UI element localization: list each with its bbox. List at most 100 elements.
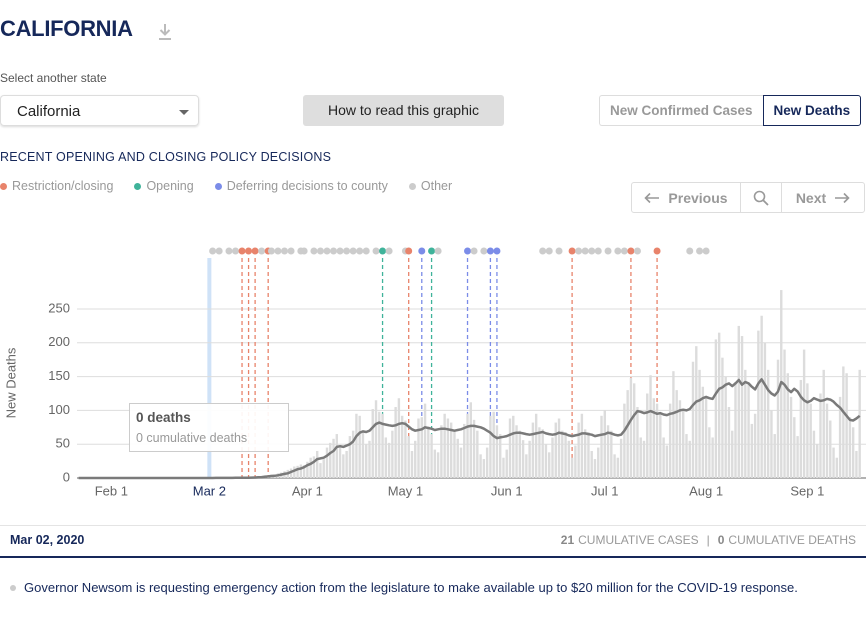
policy-dot [627,247,635,255]
bar [296,465,299,478]
y-tick-label: 150 [48,368,70,383]
policy-dot [696,247,704,255]
bar [466,413,469,478]
cumulative-stats: 21 CUMULATIVE CASES | 0 CUMULATIVE DEATHS [561,533,856,547]
bar [636,407,639,478]
policy-dot [274,247,282,255]
bar [632,383,636,478]
policy-dot [539,247,547,255]
bar [420,417,423,478]
bar [564,432,567,478]
bar [472,419,476,478]
bar [717,332,721,478]
bar [528,440,531,478]
policy-dot [316,247,324,255]
bar [430,434,433,478]
bar [309,457,312,478]
download-icon[interactable] [156,22,174,42]
bar [518,430,522,478]
bar [809,403,812,478]
y-tick-label: 200 [48,334,70,349]
policy-dot [379,247,387,255]
tooltip-title: 0 deaths [136,410,191,425]
bar [704,396,708,478]
policy-dot [245,247,253,255]
bar [574,445,577,478]
bar [322,459,325,478]
bar [838,396,842,478]
bar [387,442,391,478]
bar [848,417,852,478]
bar [414,440,417,478]
selected-band [207,258,212,478]
policy-dot [428,247,436,255]
bar [446,418,450,478]
arrow [644,192,660,203]
policy-dot [310,247,318,255]
bar [548,452,551,478]
policy-dot [356,247,364,255]
bar [793,417,796,478]
x-tick-label: Jun 1 [491,483,523,498]
bar [557,418,561,478]
bar [433,449,437,478]
bar [721,357,724,478]
bar [757,330,760,478]
bar [770,410,773,478]
bar [436,452,440,478]
metric-option-selected[interactable]: New Deaths [762,95,862,126]
y-tick-label: 0 [63,469,70,484]
policy-dot [620,247,628,255]
policy-dot [300,247,308,255]
legend-swatch [134,182,142,190]
bar [427,426,430,478]
policy-dot [581,247,589,255]
bar [374,400,378,478]
deaths-value: 0 [717,533,725,547]
state-select[interactable]: California [0,95,199,126]
metric-option[interactable]: New Confirmed Cases [599,95,763,126]
policy-dot [486,247,494,255]
x-tick-label: Mar 2 [193,483,226,498]
bar [829,420,832,478]
bar [819,393,822,478]
bar [348,436,352,478]
legend-swatch [214,182,222,190]
x-tick-label: Sep 1 [790,483,824,498]
legend-item: Opening [134,179,194,193]
bar [544,444,548,478]
bar [580,413,584,478]
x-tick-label: May 1 [388,483,423,498]
x-tick-label: Apr 1 [292,483,323,498]
bar [695,346,698,478]
bar [776,359,780,478]
bar [766,369,770,478]
bar [802,349,806,478]
policy-dot [405,247,413,255]
bar [469,402,472,478]
previous-button[interactable]: Previous [632,183,741,212]
bar [508,418,512,478]
policy-dot [464,247,472,255]
bar [649,375,652,478]
bar [492,411,495,478]
help-button[interactable]: How to read this graphic [303,95,504,126]
policy-dot [555,247,563,255]
bar [306,461,309,478]
bar [407,436,410,478]
deaths-label: CUMULATIVE DEATHS [728,533,856,547]
bar [358,415,361,478]
bar [554,422,557,478]
bar [587,432,590,478]
bar [404,420,407,478]
bar [319,463,322,478]
search-button[interactable] [741,183,782,212]
y-tick-label: 50 [56,436,70,451]
bar [711,437,714,478]
bar [691,361,695,478]
policy-dot [330,247,338,255]
next-button[interactable]: Next [782,183,864,212]
legend-swatch [0,182,7,190]
bar [698,369,701,478]
